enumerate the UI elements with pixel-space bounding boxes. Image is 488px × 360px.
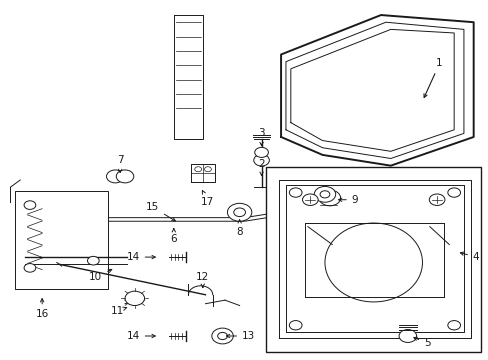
Text: 6: 6 xyxy=(170,228,177,244)
Circle shape xyxy=(302,194,318,206)
Circle shape xyxy=(24,201,36,210)
Circle shape xyxy=(320,191,329,198)
Circle shape xyxy=(125,291,144,306)
Circle shape xyxy=(314,186,335,202)
Circle shape xyxy=(447,320,460,330)
Text: 3: 3 xyxy=(258,129,264,146)
Text: 15: 15 xyxy=(145,202,175,221)
Circle shape xyxy=(253,154,269,166)
Circle shape xyxy=(204,167,211,172)
Bar xyxy=(266,167,480,352)
Text: 10: 10 xyxy=(89,269,112,282)
Text: 17: 17 xyxy=(201,190,214,207)
Ellipse shape xyxy=(325,223,422,302)
Circle shape xyxy=(24,264,36,272)
Circle shape xyxy=(227,203,251,221)
Text: 7: 7 xyxy=(117,155,123,172)
Circle shape xyxy=(254,147,268,157)
Text: 16: 16 xyxy=(36,299,49,319)
Text: 14: 14 xyxy=(126,252,155,262)
Circle shape xyxy=(87,256,99,265)
Circle shape xyxy=(319,190,340,206)
Circle shape xyxy=(106,170,124,183)
Text: 9: 9 xyxy=(338,195,358,205)
Circle shape xyxy=(447,188,460,197)
Circle shape xyxy=(289,320,302,330)
Circle shape xyxy=(233,208,245,217)
Text: 4: 4 xyxy=(459,252,478,262)
Text: 13: 13 xyxy=(226,331,255,341)
Text: 12: 12 xyxy=(195,272,208,288)
Circle shape xyxy=(428,194,444,206)
Circle shape xyxy=(289,188,302,197)
Text: 1: 1 xyxy=(423,58,442,98)
Circle shape xyxy=(211,328,233,344)
Circle shape xyxy=(217,332,227,339)
Text: 8: 8 xyxy=(236,220,243,237)
Circle shape xyxy=(116,170,134,183)
Bar xyxy=(15,191,108,289)
Text: 2: 2 xyxy=(258,159,264,175)
Circle shape xyxy=(194,167,201,172)
Circle shape xyxy=(398,329,416,342)
Text: 14: 14 xyxy=(126,331,155,341)
Text: 11: 11 xyxy=(110,306,126,316)
Text: 5: 5 xyxy=(413,337,430,348)
